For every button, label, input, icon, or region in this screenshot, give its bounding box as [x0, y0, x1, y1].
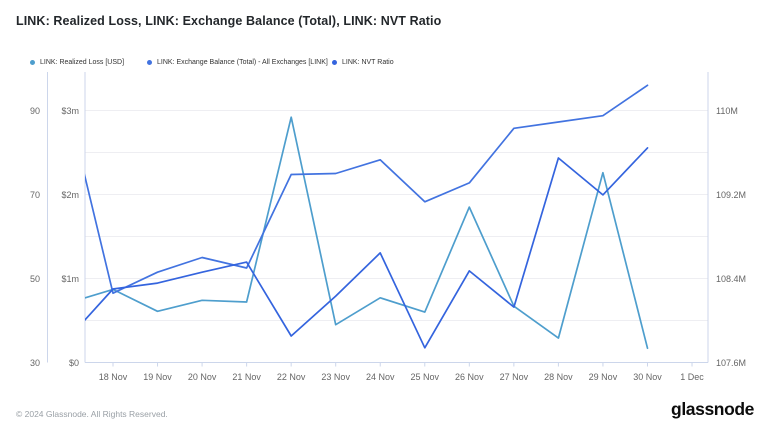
- x-axis-label: 23 Nov: [321, 372, 350, 382]
- footer-copyright: © 2024 Glassnode. All Rights Reserved.: [16, 409, 168, 419]
- y-axis-label-usd: $2m: [61, 189, 79, 200]
- legend-item-label: LINK: NVT Ratio: [342, 58, 394, 66]
- x-axis-label: 28 Nov: [544, 372, 573, 382]
- legend-item-realized-loss[interactable]: LINK: Realized Loss [USD]: [30, 57, 124, 67]
- y-axis-label-nvt: 50: [29, 273, 40, 284]
- x-axis-label: 1 Dec: [680, 372, 704, 382]
- legend: LINK: Realized Loss [USD] LINK: Exchange…: [0, 57, 768, 69]
- x-axis-label: 18 Nov: [98, 372, 128, 382]
- y-axis-label-balance: 108.4M: [716, 273, 747, 284]
- y-axis-label-nvt: 90: [29, 105, 40, 116]
- chart-title: LINK: Realized Loss, LINK: Exchange Bala…: [16, 14, 442, 28]
- y-axis-label-usd: $3m: [61, 105, 79, 116]
- legend-item-label: LINK: Exchange Balance (Total) - All Exc…: [157, 58, 328, 66]
- y-axis-label-nvt: 30: [29, 357, 40, 368]
- x-axis-label: 26 Nov: [455, 372, 484, 382]
- x-axis-label: 22 Nov: [276, 372, 306, 382]
- x-axis-label: 25 Nov: [410, 372, 440, 382]
- x-axis-label: 19 Nov: [143, 372, 172, 382]
- x-axis-label: 24 Nov: [365, 372, 395, 382]
- y-axis-label-balance: 110M: [716, 105, 738, 116]
- legend-item-exchange-balance[interactable]: LINK: Exchange Balance (Total) - All Exc…: [147, 57, 328, 67]
- x-axis-label: 21 Nov: [232, 372, 261, 382]
- glassnode-wordmark: glassnode: [671, 399, 754, 419]
- legend-item-label: LINK: Realized Loss [USD]: [40, 58, 125, 66]
- x-axis-label: 29 Nov: [588, 372, 618, 382]
- y-axis-label-usd: $1m: [61, 273, 79, 284]
- series-line-balance: [85, 84, 649, 295]
- legend-dot-icon: [30, 59, 35, 65]
- legend-item-nvt-ratio[interactable]: LINK: NVT Ratio: [332, 57, 394, 67]
- legend-dot-icon: [147, 59, 152, 65]
- x-axis-label: 27 Nov: [499, 372, 529, 382]
- y-axis-label-nvt: 70: [29, 189, 40, 200]
- y-axis-label-balance: 109.2M: [716, 189, 747, 200]
- series-line-nvt: [85, 147, 649, 349]
- y-axis-label-balance: 107.6M: [716, 357, 747, 368]
- x-axis-label: 30 Nov: [633, 372, 662, 382]
- y-axis-label-usd: $0: [68, 357, 79, 368]
- legend-dot-icon: [332, 59, 337, 65]
- series-line-usd: [85, 116, 649, 350]
- x-axis-label: 20 Nov: [187, 372, 217, 382]
